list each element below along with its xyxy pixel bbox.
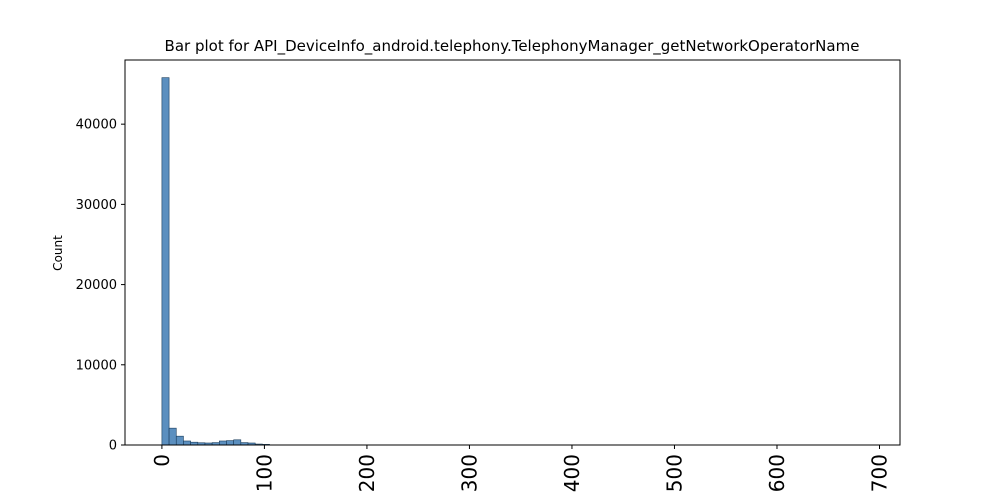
y-tick-label: 30000 (76, 198, 117, 213)
x-axis-ticks: 0 100 200 300 400 500 600 700 (150, 445, 891, 492)
histogram-bar (161, 77, 170, 446)
y-axis-label: Count (51, 235, 65, 271)
bars-group (161, 77, 285, 446)
x-tick-label: 700 (867, 454, 891, 492)
histogram-bar (168, 427, 177, 446)
histogram-bar (226, 440, 234, 446)
histogram-bar (183, 440, 191, 446)
histogram-bar (175, 435, 184, 446)
x-tick-label: 300 (457, 454, 481, 492)
histogram-bar (233, 439, 242, 446)
y-tick-label: 20000 (76, 278, 117, 293)
histogram-bar (219, 440, 227, 446)
x-tick-label: 400 (560, 454, 584, 492)
plot-frame (124, 59, 901, 446)
x-tick-label: 600 (765, 454, 789, 492)
x-tick-label: 100 (252, 454, 276, 492)
y-tick-label: 40000 (76, 118, 117, 133)
x-tick-label: 0 (150, 454, 174, 467)
x-tick-label: 500 (662, 454, 686, 492)
y-tick-label: 0 (109, 439, 117, 454)
x-tick-label: 200 (355, 454, 379, 492)
y-tick-label: 10000 (76, 358, 117, 373)
y-axis-ticks: 0 10000 20000 30000 40000 (76, 118, 125, 454)
chart-title: Bar plot for API_DeviceInfo_android.tele… (165, 37, 860, 56)
